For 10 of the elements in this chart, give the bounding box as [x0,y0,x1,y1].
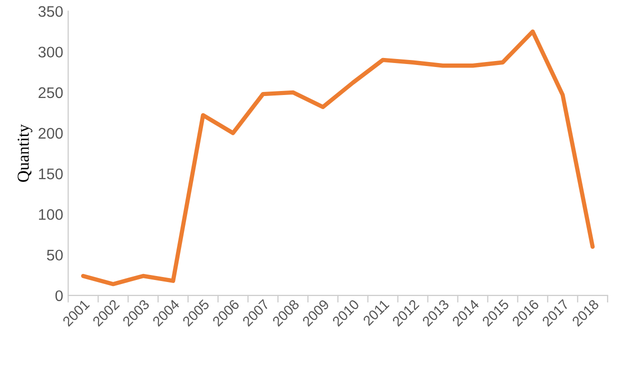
y-tick-label: 250 [38,87,63,98]
line-series [81,29,595,286]
y-axis-title: Quantity [18,124,32,182]
y-tick-label: 0 [55,290,63,302]
y-tick-label: 50 [46,250,63,261]
y-tick-label: 150 [39,168,63,180]
y-tick-label: 350 [38,6,63,17]
y-tick-label: 200 [38,128,63,139]
y-tick-label: 100 [39,209,63,220]
y-tick-label: 300 [38,46,63,58]
